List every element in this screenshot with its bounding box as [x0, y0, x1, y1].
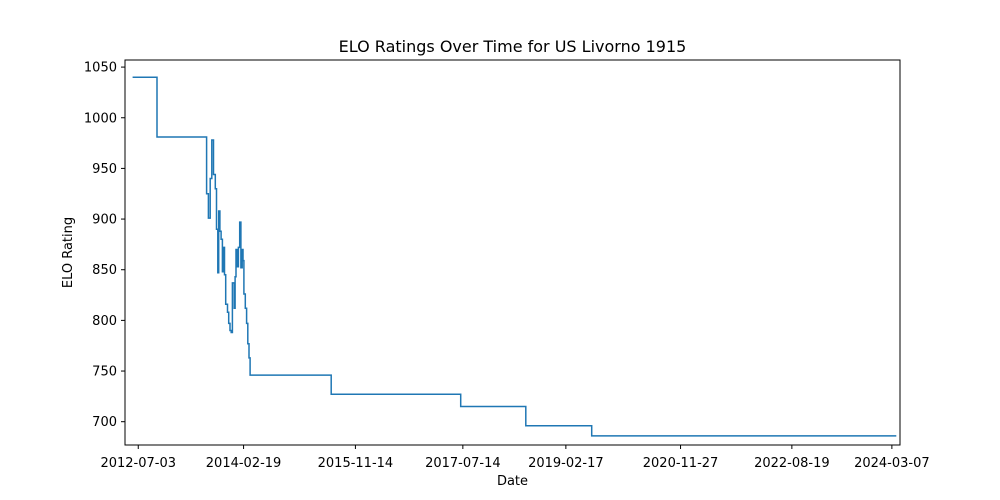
y-tick-label: 750 — [92, 365, 117, 380]
x-tick-label: 2019-02-17 — [528, 456, 604, 471]
x-tick-label: 2012-07-03 — [100, 456, 176, 471]
y-tick-label: 800 — [92, 314, 117, 329]
x-tick-label: 2024-03-07 — [854, 456, 930, 471]
plot-frame — [124, 59, 901, 446]
y-tick-label: 1000 — [84, 111, 117, 126]
y-tick-label: 1050 — [84, 61, 117, 76]
x-axis-ticks: 2012-07-03 2014-02-19 2015-11-14 2017-07-14… — [100, 445, 930, 471]
y-axis-label: ELO Rating — [61, 217, 76, 288]
x-tick-label: 2017-07-14 — [425, 456, 501, 471]
x-tick-label: 2014-02-19 — [206, 456, 282, 471]
y-tick-label: 950 — [92, 162, 117, 177]
elo-series-line — [132, 76, 897, 437]
y-tick-label: 850 — [92, 263, 117, 278]
x-tick-label: 2022-08-19 — [754, 456, 830, 471]
chart-title: ELO Ratings Over Time for US Livorno 191… — [339, 37, 687, 56]
x-axis-label: Date — [497, 474, 528, 489]
y-tick-label: 700 — [92, 415, 117, 430]
plot-content — [132, 76, 897, 437]
y-tick-label: 900 — [92, 213, 117, 228]
x-tick-label: 2015-11-14 — [318, 456, 394, 471]
y-axis-ticks: 700 750 800 850 900 950 1000 1050 — [84, 61, 125, 430]
x-tick-label: 2020-11-27 — [643, 456, 719, 471]
